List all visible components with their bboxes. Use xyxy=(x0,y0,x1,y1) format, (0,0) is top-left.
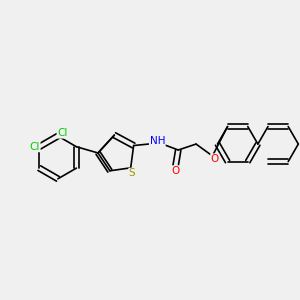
Text: O: O xyxy=(211,154,219,164)
Text: Cl: Cl xyxy=(30,142,40,152)
Text: O: O xyxy=(171,166,179,176)
Text: Cl: Cl xyxy=(57,128,68,138)
Text: S: S xyxy=(129,168,136,178)
Text: NH: NH xyxy=(150,136,165,146)
